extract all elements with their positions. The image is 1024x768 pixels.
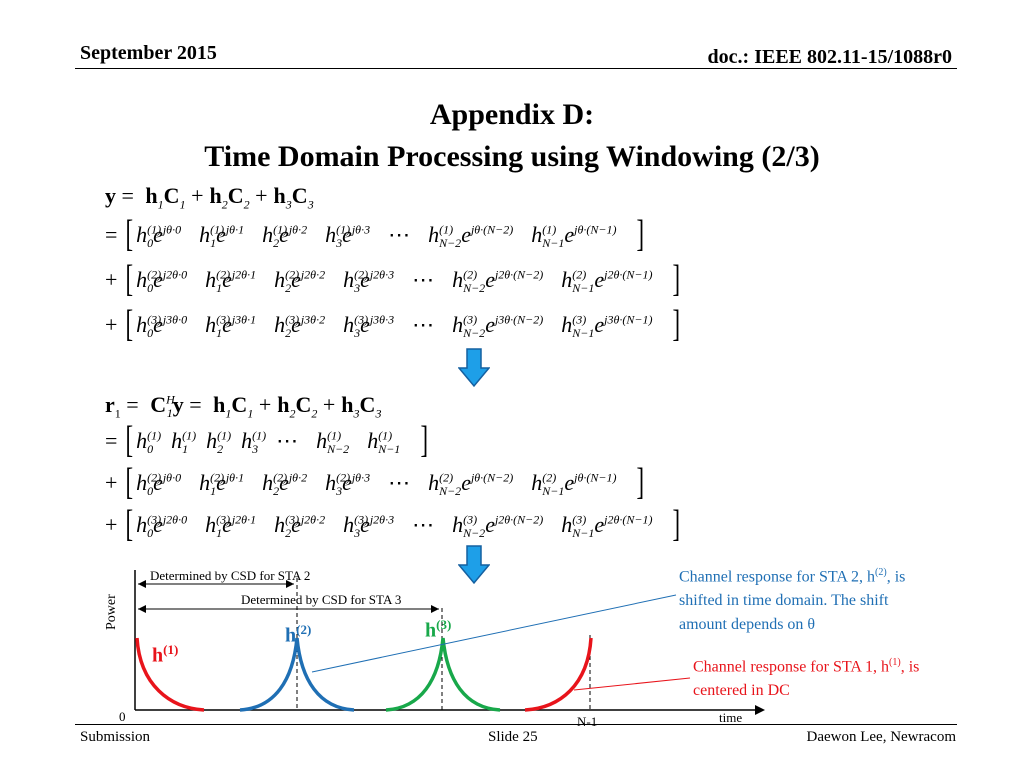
- slide-title-line1: Appendix D:: [429, 98, 595, 131]
- equation-row: =[h(1)0ejθ·0 h(1)1ejθ·1 h(1)2ejθ·2 h(1)3ejθ…: [105, 213, 645, 255]
- channel-response-diagram: [134, 570, 765, 715]
- footer-author: Daewon Lee, Newracom: [806, 729, 956, 745]
- equation-row: +[h(3)0ej3θ·0 h(3)1ej3θ·1 h(3)2ej3θ·2 h(3)3…: [105, 303, 681, 345]
- x-axis-label: time: [719, 710, 743, 725]
- equation-y: y = h1C1 + h2C2 + h3C3: [105, 183, 314, 212]
- sta2-pointer-line: [311, 594, 677, 673]
- h2-label: h(2): [285, 622, 312, 647]
- equation-row: +[h(3)0ej2θ·0 h(3)1ej2θ·1 h(3)2ej2θ·2 h(3)3…: [105, 503, 681, 545]
- sta1-note: Channel response for STA 1, h(1), is cen…: [693, 657, 920, 700]
- h3-curve: [385, 637, 501, 712]
- h1-right-curve: [524, 637, 593, 712]
- footer-divider: [75, 724, 957, 725]
- footer-submission: Submission: [80, 729, 151, 745]
- origin-label: 0: [119, 709, 126, 724]
- csd-sta2-label: Determined by CSD for STA 2: [150, 568, 311, 583]
- equation-r1: r1 = CH1y = h1C1 + h2C2 + h3C3: [105, 392, 382, 421]
- sta1-pointer-line: [573, 677, 691, 691]
- n-1-label: N-1: [577, 714, 598, 729]
- header-doc-id: doc.: IEEE 802.11-15/1088r0: [707, 46, 952, 68]
- x-axis-arrow-icon: [755, 705, 765, 715]
- sta2-note: Channel response for STA 2, h(2), is shi…: [679, 567, 906, 634]
- h2-curve: [239, 637, 355, 712]
- footer-slide-number: Slide 25: [488, 729, 538, 745]
- equation-row: +[h(2)0ej2θ·0 h(2)1ej2θ·1 h(2)2ej2θ·2 h(2)3…: [105, 258, 681, 300]
- h3-label: h(3): [425, 617, 452, 642]
- header-divider: [75, 68, 957, 69]
- y-axis-label: Power: [104, 594, 119, 630]
- header-date: September 2015: [80, 42, 217, 64]
- down-arrow-icon: [458, 348, 490, 388]
- csd-sta3-label: Determined by CSD for STA 3: [241, 592, 402, 607]
- equation-row: +[h(2)0ejθ·0 h(2)1ejθ·1 h(2)2ejθ·2 h(2)3ejθ…: [105, 461, 645, 503]
- down-arrow-icon: [458, 545, 490, 585]
- h1-left-curve: [135, 637, 205, 712]
- h1-label: h(1): [152, 642, 179, 667]
- slide-title-line2: Time Domain Processing using Windowing (…: [204, 140, 820, 173]
- equation-row: =[h(1)0 h(1)1 h(1)2 h(1)3 ⋯ h(1)N−2 h(1)N−1]: [105, 419, 429, 461]
